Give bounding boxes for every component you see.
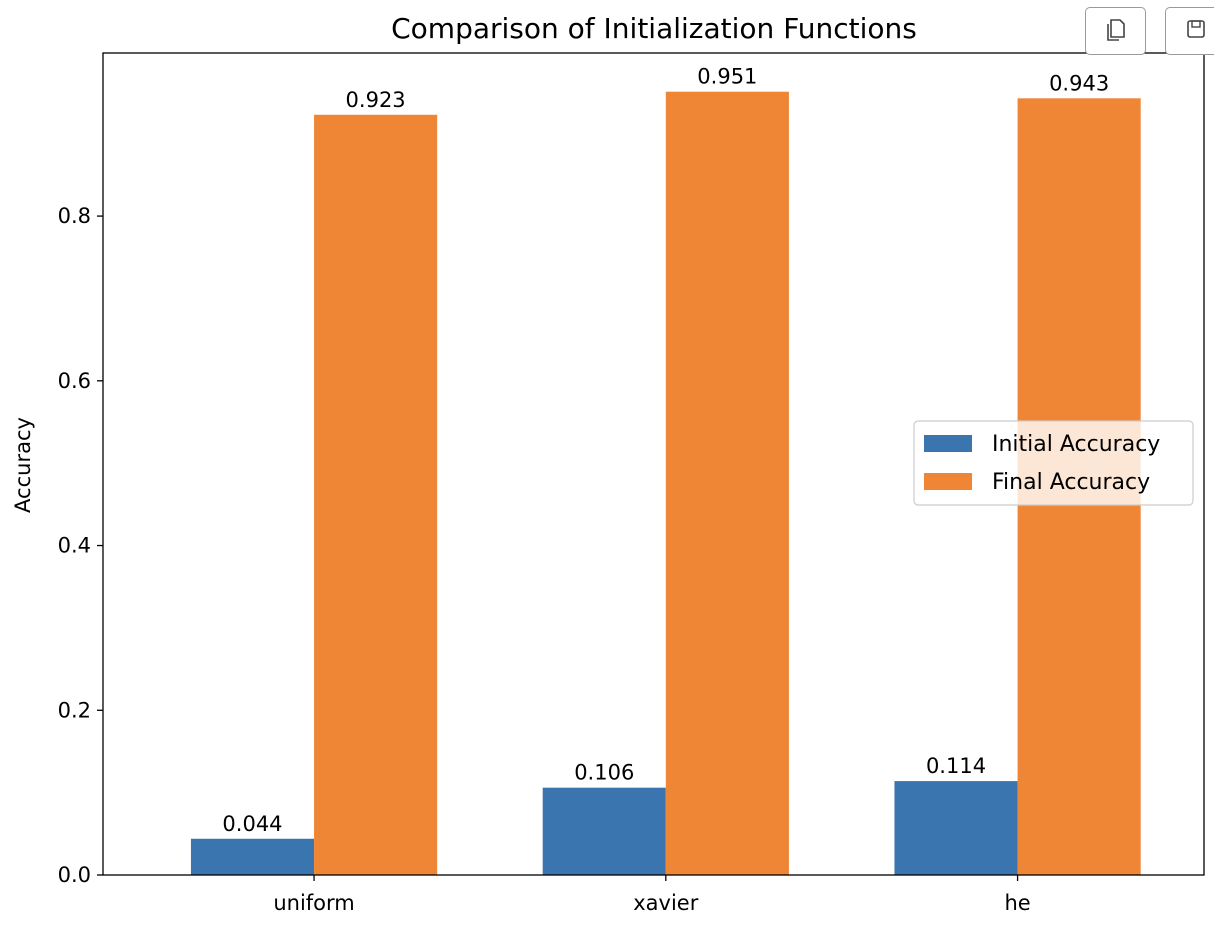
value-label: 0.923	[346, 88, 406, 112]
save-button[interactable]	[1165, 7, 1214, 55]
floppy-disk-icon	[1185, 18, 1207, 44]
plot-frame	[102, 52, 1205, 876]
bar-final-accuracy-uniform	[314, 114, 438, 875]
axes-layer: uniform xavier he 0.0 0.2 0.4 0.6 0.8	[58, 52, 1205, 915]
value-label: 0.951	[697, 65, 757, 89]
y-tick-label: 0.4	[58, 534, 91, 558]
x-tick-label: uniform	[273, 891, 354, 915]
y-tick-label: 0.6	[58, 369, 91, 393]
x-tick-label: xavier	[633, 891, 698, 915]
value-label: 0.044	[222, 812, 282, 836]
legend-swatch	[924, 473, 972, 490]
copy-icon	[1105, 16, 1127, 46]
value-labels-layer: 0.044 0.923 0.106 0.951 0.114 0.943	[222, 65, 1109, 836]
value-label: 0.114	[926, 754, 986, 778]
value-label: 0.106	[574, 761, 634, 785]
bar-final-accuracy-xavier	[665, 91, 789, 875]
y-axis-label: Accuracy	[11, 417, 35, 513]
legend-label: Initial Accuracy	[992, 432, 1160, 457]
legend: Initial Accuracy Final Accuracy	[913, 420, 1194, 506]
y-tick-label: 0.0	[58, 863, 91, 887]
bar-initial-accuracy-he	[894, 781, 1018, 875]
y-tick-label: 0.8	[58, 204, 91, 228]
y-tick-label: 0.2	[58, 698, 91, 722]
bar-initial-accuracy-uniform	[190, 838, 315, 875]
value-label: 0.943	[1049, 71, 1109, 95]
legend-swatch	[924, 435, 972, 452]
legend-label: Final Accuracy	[992, 470, 1150, 495]
bar-initial-accuracy-xavier	[542, 787, 666, 875]
copy-button[interactable]	[1085, 7, 1146, 55]
chart-title: Comparison of Initialization Functions	[391, 12, 917, 45]
x-tick-label: he	[1004, 891, 1030, 915]
legend-box	[913, 420, 1194, 506]
